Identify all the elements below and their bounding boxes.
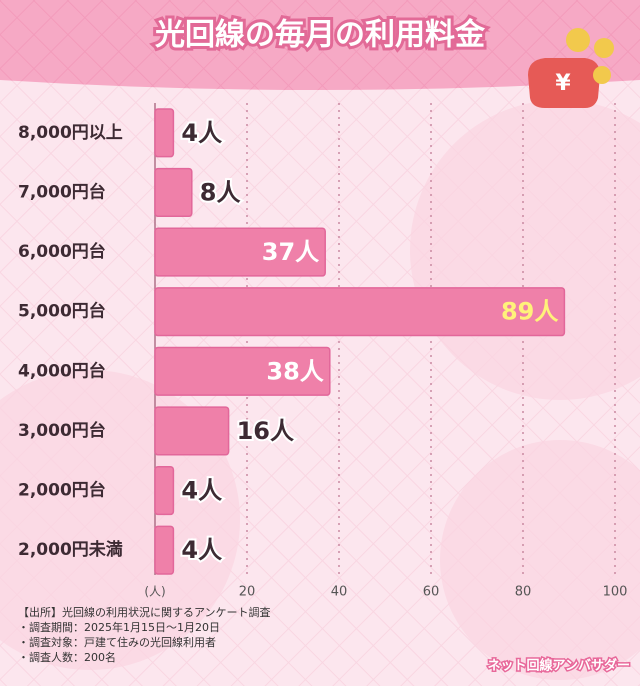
bar: [154, 465, 175, 516]
bar: [154, 227, 326, 277]
bar: [154, 167, 193, 218]
data-label: 16人: [237, 417, 294, 445]
wallet-icon: ¥: [528, 28, 614, 108]
data-label: 8人: [200, 178, 241, 206]
data-label: 38人: [266, 357, 323, 385]
data-label: 4人: [181, 119, 222, 147]
y-tick-label: 3,000円台: [18, 420, 106, 441]
bar: [154, 525, 175, 575]
bar: [154, 346, 331, 396]
brand-logo: ネット回線アンバサダー: [488, 658, 630, 674]
header-band: [0, 0, 640, 90]
y-tick-label: 2,000円台: [18, 480, 106, 501]
decor: [440, 440, 640, 680]
x-tick-label: 100: [603, 585, 628, 600]
x-tick-label: 20: [239, 585, 256, 600]
data-label: 37人: [262, 238, 319, 266]
bar: [154, 108, 175, 158]
bar: [154, 406, 230, 456]
x-tick-label: 60: [423, 585, 440, 600]
y-tick-label: 8,000円以上: [18, 123, 123, 143]
data-label: 4人: [181, 536, 222, 564]
y-tick-label: 2,000円未満: [18, 539, 123, 560]
note: ・調査期間：2025年1月15日～1月20日: [18, 620, 220, 634]
note: ・調査人数：200名: [18, 650, 116, 664]
x-tick-label: 80: [515, 585, 532, 600]
x-axis-label: (人): [144, 585, 165, 599]
data-label: 89人: [501, 298, 558, 326]
y-tick-label: 7,000円台: [18, 181, 106, 202]
chart-title: 光回線の毎月の利用料金: [155, 18, 486, 53]
bar: [154, 287, 566, 337]
data-label: 4人: [181, 477, 222, 505]
y-tick-label: 6,000円台: [18, 241, 106, 262]
x-tick-label: 40: [331, 585, 348, 600]
note: ・調査対象：戸建て住みの光回線利用者: [18, 635, 216, 649]
svg-text:¥: ¥: [555, 71, 571, 96]
note: 【出所】光回線の利用状況に関するアンケート調査: [18, 605, 271, 619]
y-tick-label: 4,000円台: [18, 360, 106, 381]
y-tick-label: 5,000円台: [18, 301, 106, 322]
